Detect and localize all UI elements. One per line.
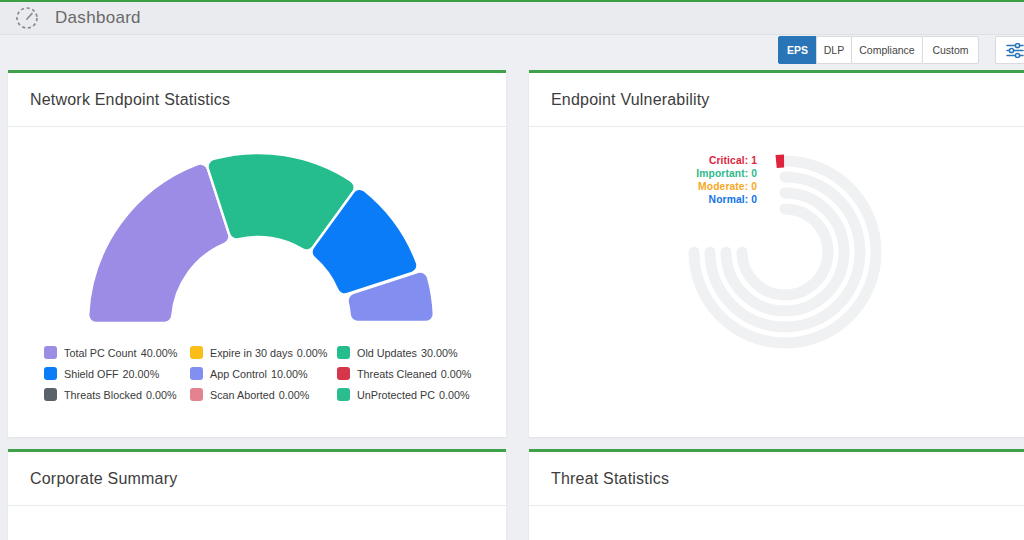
gauge-segment-total-pc-count[interactable] [88,164,229,323]
legend-swatch [44,367,57,380]
legend-swatch [337,388,350,401]
card-endpoint-vulnerability: Endpoint Vulnerability Critical: 1Import… [529,70,1024,437]
page-title: Dashboard [55,8,141,28]
legend-value: 20.00% [123,368,160,380]
card-threat-statistics: Threat Statistics [529,449,1024,540]
legend-label: Threats Blocked [64,389,142,401]
card-network-endpoint-statistics: Network Endpoint Statistics Total PC Cou… [8,70,506,437]
endpoint-vulnerability-body: Critical: 1Important: 0Moderate: 0Normal… [529,127,1024,437]
tab-custom[interactable]: Custom [922,36,979,64]
legend-label: Total PC Count [64,347,137,359]
vulnerability-label-important: Important: 0 [529,167,757,180]
vulnerability-track-normal [742,209,828,295]
tab-compliance[interactable]: Compliance [851,36,923,64]
card-corporate-summary: Corporate Summary [8,449,506,540]
legend-value: 0.00% [279,389,310,401]
vulnerability-label-moderate: Moderate: 0 [529,180,757,193]
legend-item-expire-in-30-days[interactable]: Expire in 30 days 0.00% [190,346,337,359]
dashboard-gauge-icon [13,6,41,30]
card-title-endpoint-vulnerability: Endpoint Vulnerability [551,91,710,109]
vulnerability-labels: Critical: 1Important: 0Moderate: 0Normal… [529,154,757,206]
legend-label: Scan Aborted [210,389,275,401]
legend-value: 10.00% [271,368,308,380]
legend-item-threats-blocked[interactable]: Threats Blocked 0.00% [44,388,190,401]
card-header: Threat Statistics [529,452,1024,506]
card-title-network-endpoint-statistics: Network Endpoint Statistics [30,91,230,109]
legend-swatch [44,388,57,401]
legend-value: 30.00% [421,347,458,359]
app-header: Dashboard [0,2,1024,35]
legend-label: Threats Cleaned [357,368,437,380]
legend-label: Shield OFF [64,368,119,380]
sliders-icon [1006,43,1024,58]
legend-item-app-control[interactable]: App Control 10.00% [190,367,337,380]
legend-item-unprotected-pc[interactable]: UnProtected PC 0.00% [337,388,507,401]
legend-swatch [190,346,203,359]
legend-value: 0.00% [297,347,328,359]
legend-item-threats-cleaned[interactable]: Threats Cleaned 0.00% [337,367,507,380]
legend-swatch [337,367,350,380]
card-title-threat-statistics: Threat Statistics [551,470,669,488]
legend-label: Expire in 30 days [210,347,293,359]
legend-value: 0.00% [439,389,470,401]
card-header: Corporate Summary [8,452,506,506]
legend-label: App Control [210,368,267,380]
legend-item-old-updates[interactable]: Old Updates 30.00% [337,346,507,359]
card-header: Network Endpoint Statistics [8,73,506,127]
legend-swatch [190,367,203,380]
legend-item-total-pc-count[interactable]: Total PC Count 40.00% [44,346,190,359]
legend-swatch [190,388,203,401]
legend-swatch [337,346,350,359]
vulnerability-label-critical: Critical: 1 [529,154,757,167]
card-title-corporate-summary: Corporate Summary [30,470,177,488]
tab-dlp[interactable]: DLP [816,36,852,64]
legend-item-shield-off[interactable]: Shield OFF 20.00% [44,367,190,380]
legend-label: Old Updates [357,347,417,359]
card-header: Endpoint Vulnerability [529,73,1024,127]
legend-item-scan-aborted[interactable]: Scan Aborted 0.00% [190,388,337,401]
legend-value: 40.00% [141,347,178,359]
vulnerability-label-normal: Normal: 0 [529,193,757,206]
network-endpoint-statistics-body: Total PC Count 40.00% Expire in 30 days 0.0… [8,127,506,437]
tab-eps[interactable]: EPS [778,36,817,64]
legend-value: 0.00% [146,389,177,401]
view-toolbar: EPS DLP Compliance Custom [778,36,1024,64]
chart-legend: Total PC Count 40.00% Expire in 30 days 0.0… [44,346,507,401]
legend-value: 0.00% [441,368,472,380]
filter-button[interactable] [995,36,1024,64]
legend-swatch [44,346,57,359]
legend-label: UnProtected PC [357,389,435,401]
